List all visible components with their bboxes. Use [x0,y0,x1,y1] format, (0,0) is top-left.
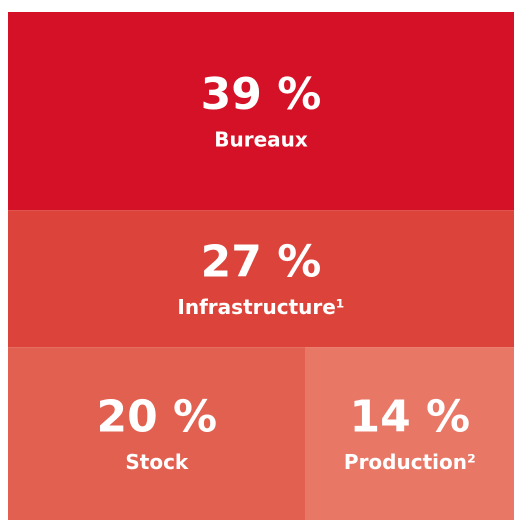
tile-value: 14 % [350,392,471,443]
tile-value: 20 % [97,392,218,443]
tile [8,347,306,520]
tile-value: 39 % [201,69,322,120]
tile [8,210,514,348]
tile-label: Bureaux [214,128,308,152]
tile-label: Production² [344,450,476,474]
tile-value: 27 % [201,237,322,288]
tile [8,12,514,211]
tile [305,347,514,520]
tile-label: Infrastructure¹ [177,295,344,319]
tile-label: Stock [125,450,189,474]
